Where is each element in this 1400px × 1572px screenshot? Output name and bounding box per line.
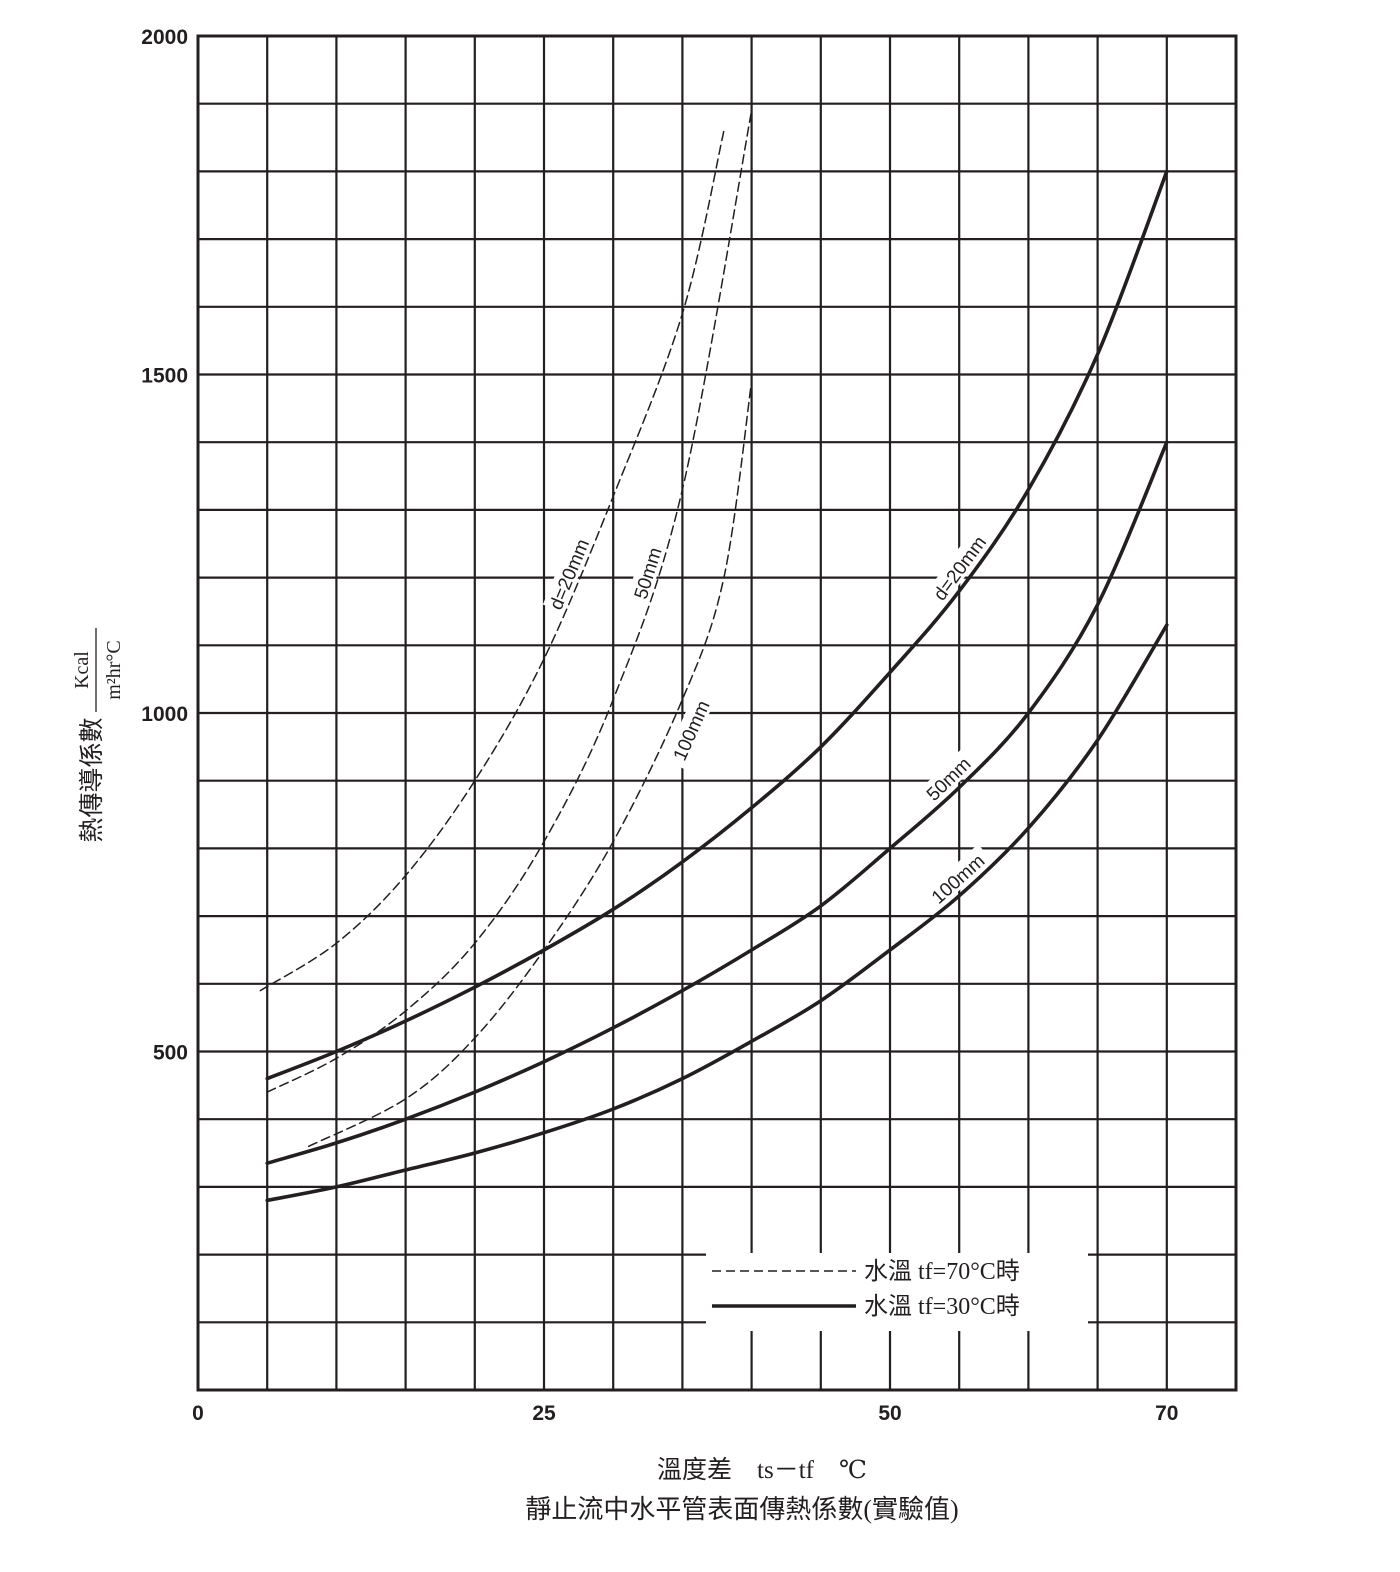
curve-label-backdrop [926,530,990,605]
y-unit-numerator: Kcal [71,651,93,689]
curve-label: d=20mm [546,536,594,613]
legend-label-solid: 水溫 tf=30°C時 [864,1293,1020,1320]
y-unit-denominator: m²hr°C [103,640,125,700]
series-line-tf70-50mm [266,109,753,1093]
series-line-tf70-d20mm [259,130,725,992]
legend-label-dashed: 水溫 tf=70°C時 [864,1258,1020,1285]
x-tick-label: 0 [192,1402,204,1425]
x-axis-label: 溫度差 ts－tf ℃ [657,1456,867,1484]
y-axis-label: 熱傳導係數 Kcal m²hr°C [71,628,125,843]
y-tick-label: 1500 [141,365,188,388]
curve-label: d=20mm [930,533,991,605]
curve-label-backdrop [542,534,593,614]
series-lines [259,109,1169,1203]
x-tick-label: 50 [878,1402,901,1425]
plot-frame [196,34,1238,1392]
x-tick-label: 25 [532,1402,556,1425]
chart-title: 靜止流中水平管表面傳熱係數(實驗值) [525,1495,958,1524]
legend-box [706,1253,1088,1331]
y-tick-label: 2000 [141,26,188,49]
series-line-tf70-100mm [307,380,753,1148]
series-line-tf30-50mm [265,440,1169,1165]
curve-label: 100mm [670,698,715,764]
curve-label-backdrop [664,690,716,770]
x-tick-label: 70 [1155,1402,1178,1425]
curve-label-backdrop [624,533,669,613]
curve-label-backdrop [912,743,983,813]
tick-labels: 0 25 50 70 500 1000 1500 2000 [141,26,1178,1425]
y-tick-label: 1000 [141,703,188,726]
y-axis-label-text: 熱傳導係數 [78,717,106,842]
curve-label-backdrop [921,844,993,912]
series-line-tf30-100mm [265,623,1169,1203]
series-line-tf30-d20mm [265,169,1169,1081]
y-tick-label: 500 [153,1042,188,1065]
grid-lines [196,34,1238,1392]
legend: 水溫 tf=70°C時 水溫 tf=30°C時 [706,1253,1088,1331]
